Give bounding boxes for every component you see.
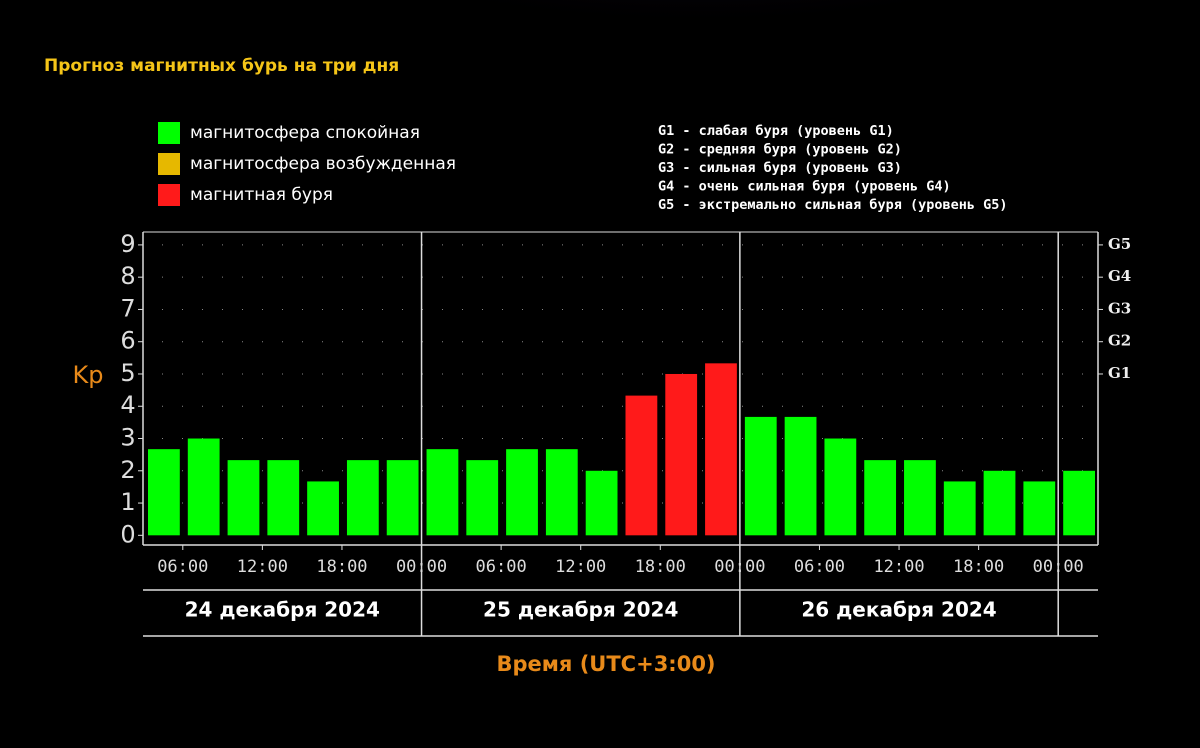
bar	[705, 363, 737, 536]
legend-swatch	[158, 153, 180, 175]
bar	[545, 449, 578, 536]
bar	[625, 395, 658, 536]
x-axis-label: Время (UTC+3:00)	[496, 652, 715, 676]
note: G5 - экстремально сильная буря (уровень …	[658, 197, 1008, 213]
bar	[307, 481, 339, 536]
bar	[267, 460, 300, 536]
bar	[1023, 481, 1056, 536]
legend-swatch	[158, 122, 180, 144]
y2-tick-label: G4	[1108, 267, 1131, 285]
y-tick-label: 6	[120, 327, 135, 355]
bar	[864, 460, 897, 536]
bar	[904, 460, 936, 536]
legend-swatch	[158, 184, 180, 206]
x-tick-label: 18:00	[635, 557, 686, 577]
y-tick-label: 1	[120, 488, 135, 516]
note: G3 - сильная буря (уровень G3)	[658, 160, 902, 176]
bar	[187, 438, 220, 536]
nebula	[0, 0, 550, 80]
day-label: 26 декабря 2024	[801, 598, 996, 622]
y-tick-label: 7	[120, 294, 135, 322]
bar	[466, 460, 499, 536]
bar	[506, 449, 538, 536]
y2-tick-label: G1	[1108, 364, 1131, 382]
x-tick-label: 18:00	[316, 557, 367, 577]
bar	[824, 438, 857, 536]
bar	[665, 373, 698, 536]
legend-label: магнитосфера спокойная	[190, 123, 420, 143]
y2-tick-label: G2	[1108, 332, 1131, 350]
x-tick-label: 12:00	[873, 557, 924, 577]
y-tick-label: 5	[120, 359, 135, 387]
y2-tick-label: G3	[1108, 299, 1131, 317]
bar	[943, 481, 976, 536]
y-axis-label: Kp	[73, 361, 104, 389]
y-tick-label: 3	[120, 424, 135, 452]
bar	[744, 416, 777, 536]
bar	[426, 449, 459, 536]
bar	[346, 460, 379, 536]
legend-label: магнитная буря	[190, 185, 333, 205]
day-label: 25 декабря 2024	[483, 598, 678, 622]
chart-title: Прогноз магнитных бурь на три дня	[44, 56, 399, 76]
note: G4 - очень сильная буря (уровень G4)	[658, 179, 951, 195]
x-tick-label: 06:00	[476, 557, 527, 577]
bar	[1063, 470, 1095, 536]
y-tick-label: 4	[120, 391, 135, 419]
bar	[227, 460, 260, 536]
x-tick-label: 12:00	[237, 557, 288, 577]
note: G1 - слабая буря (уровень G1)	[658, 123, 894, 139]
bar	[585, 470, 618, 536]
x-tick-label: 18:00	[953, 557, 1004, 577]
bar	[148, 449, 180, 536]
x-tick-label: 12:00	[555, 557, 606, 577]
day-label: 24 декабря 2024	[185, 598, 380, 622]
y-tick-label: 8	[120, 262, 135, 290]
y2-tick-label: G5	[1108, 235, 1131, 253]
note: G2 - средняя буря (уровень G2)	[658, 142, 902, 158]
x-tick-label: 06:00	[157, 557, 208, 577]
y-tick-label: 2	[120, 456, 135, 484]
y-tick-label: 0	[120, 520, 135, 548]
x-tick-label: 06:00	[794, 557, 845, 577]
bar	[983, 470, 1016, 536]
bar	[784, 416, 817, 536]
legend-label: магнитосфера возбужденная	[190, 154, 456, 174]
y-tick-label: 9	[120, 230, 135, 258]
bar	[386, 460, 419, 536]
